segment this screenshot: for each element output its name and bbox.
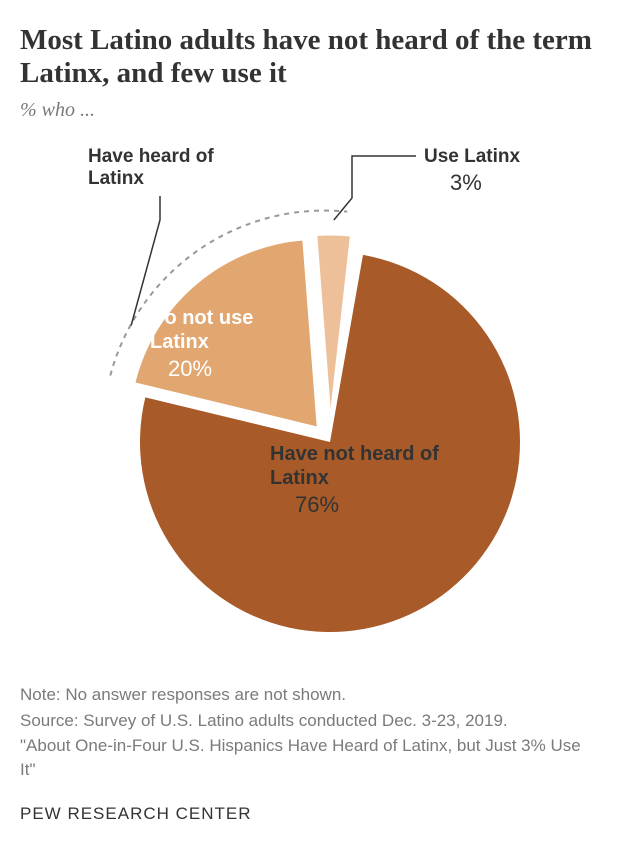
note-line: "About One-in-Four U.S. Hispanics Have H… bbox=[20, 734, 600, 782]
pie-chart-svg bbox=[20, 142, 600, 642]
use-latinx-callout-value: 3% bbox=[450, 170, 482, 196]
chart-title: Most Latino adults have not heard of the… bbox=[20, 24, 600, 91]
attribution: PEW RESEARCH CENTER bbox=[20, 804, 600, 824]
leader-line-use-latinx bbox=[334, 156, 416, 220]
group-callout-label: Have heard of Latinx bbox=[88, 146, 238, 192]
not-heard-slice-label: Have not heard of Latinx bbox=[270, 442, 450, 490]
do-not-use-slice-value: 20% bbox=[168, 356, 212, 382]
note-line: Source: Survey of U.S. Latino adults con… bbox=[20, 709, 600, 733]
not-heard-slice-value: 76% bbox=[295, 492, 339, 518]
chart-subtitle: % who ... bbox=[20, 99, 600, 122]
do-not-use-slice-label: Do not use Latinx bbox=[150, 306, 270, 354]
note-line: Note: No answer responses are not shown. bbox=[20, 683, 600, 707]
use-latinx-callout-label: Use Latinx bbox=[424, 146, 520, 169]
chart-footer: Note: No answer responses are not shown.… bbox=[20, 683, 600, 824]
pie-chart: Have heard of Latinx Use Latinx 3% Do no… bbox=[20, 142, 600, 642]
